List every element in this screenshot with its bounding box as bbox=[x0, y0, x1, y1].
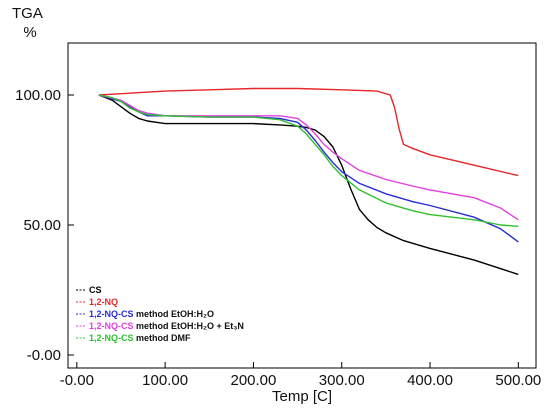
series-line-2 bbox=[98, 87, 519, 177]
series-lines bbox=[98, 87, 519, 276]
legend-entry-method: method EtOH:H₂O + Et₃N bbox=[134, 321, 244, 331]
legend-entry-method: method DMF bbox=[134, 333, 191, 343]
legend-entry-name: CS bbox=[89, 285, 102, 295]
x-axis-ticks: -0.00 100.00 200.00 300.00 400.00 500.00 bbox=[60, 362, 541, 389]
legend-entry-name: 1,2-NQ-CS bbox=[89, 309, 134, 319]
x-tick-label: 500.00 bbox=[495, 372, 541, 389]
legend-entry-name: 1,2-NQ-CS bbox=[89, 333, 134, 343]
x-tick-label: 300.00 bbox=[319, 372, 365, 389]
y-tick-label: 50.00 bbox=[23, 217, 61, 234]
legend-entry: 1,2-NQ bbox=[89, 297, 118, 307]
legend-entry-name: 1,2-NQ bbox=[89, 297, 118, 307]
legend-entry: 1,2-NQ-CS method DMF bbox=[89, 333, 191, 343]
y-axis-unit: % bbox=[23, 24, 36, 41]
legend-entry: 1,2-NQ-CS method EtOH:H₂O bbox=[89, 309, 214, 319]
y-tick-label: 100.00 bbox=[15, 87, 61, 104]
x-axis-title: Temp [C] bbox=[272, 388, 332, 405]
y-axis-title: TGA bbox=[12, 5, 43, 22]
series-line-5 bbox=[98, 94, 519, 227]
x-tick-label: 200.00 bbox=[230, 372, 276, 389]
x-tick-label: -0.00 bbox=[60, 372, 94, 389]
series-line-4 bbox=[98, 94, 519, 221]
legend-entry: 1,2-NQ-CS method EtOH:H₂O + Et₃N bbox=[89, 321, 244, 331]
legend-entry-method: method EtOH:H₂O bbox=[134, 309, 215, 319]
legend-entry: CS bbox=[89, 285, 102, 295]
x-tick-label: 100.00 bbox=[142, 372, 188, 389]
plot-frame bbox=[67, 42, 537, 369]
y-axis-ticks: -0.00 50.00 100.00 bbox=[15, 87, 74, 364]
legend: CS1,2-NQ1,2-NQ-CS method EtOH:H₂O1,2-NQ-… bbox=[76, 285, 244, 343]
series-line-1 bbox=[98, 94, 519, 276]
y-tick-label: -0.00 bbox=[27, 347, 61, 364]
legend-entry-name: 1,2-NQ-CS bbox=[89, 321, 134, 331]
x-tick-label: 400.00 bbox=[407, 372, 453, 389]
